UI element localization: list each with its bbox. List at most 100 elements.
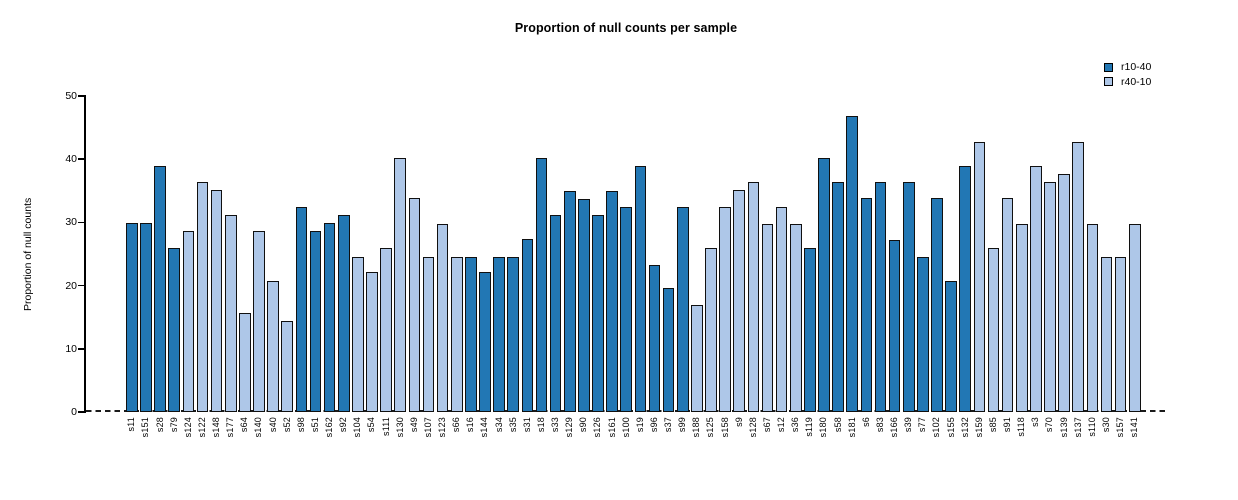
bar-s155 [945, 280, 957, 412]
x-label-cell: s64 [239, 417, 251, 477]
x-label-cell: s111 [380, 417, 392, 477]
x-label-cell: s128 [748, 417, 760, 477]
x-tick-label: s161 [606, 417, 617, 438]
bar-s110 [1086, 223, 1099, 412]
x-label-cell: s104 [352, 417, 364, 477]
bar-s37 [662, 288, 675, 412]
x-label-cell: s151 [140, 417, 152, 477]
legend-item-r10-40: r10-40 [1104, 62, 1151, 73]
bar-s36 [789, 223, 802, 412]
x-label-cell: s162 [324, 417, 336, 477]
y-tick-mark [78, 221, 84, 224]
bar-s161 [606, 191, 618, 412]
x-label-cell: s30 [1101, 417, 1113, 477]
bar-s118 [1015, 223, 1028, 412]
bar-s151 [140, 223, 152, 412]
bar-s124 [182, 231, 195, 412]
x-label-cell: s6 [861, 417, 873, 477]
x-label-cell: s102 [931, 417, 943, 477]
bar-s11 [126, 223, 138, 412]
x-tick-label: s90 [578, 417, 589, 433]
x-tick-label: s28 [154, 417, 165, 433]
x-label-cell: s100 [620, 417, 632, 477]
x-label-cell: s110 [1087, 417, 1099, 477]
legend-swatch-dark [1104, 62, 1113, 72]
x-tick-label: s83 [874, 417, 885, 433]
x-label-cell: s125 [705, 417, 717, 477]
x-tick-label: s99 [677, 417, 688, 433]
bar-s66 [450, 256, 463, 412]
legend-label: r40-10 [1121, 75, 1152, 88]
x-tick-label: s157 [1115, 417, 1126, 438]
x-label-cell: s107 [423, 417, 435, 477]
x-label-cell: s140 [253, 417, 265, 477]
x-label-cell: s96 [649, 417, 661, 477]
bar-s83 [874, 181, 887, 412]
bar-s98 [295, 206, 308, 412]
x-tick-label: s98 [295, 417, 306, 433]
x-label-cell: s40 [267, 417, 279, 477]
x-tick-label: s96 [648, 417, 659, 433]
x-tick-label: s39 [903, 417, 914, 433]
x-tick-label: s9 [733, 417, 744, 427]
x-tick-label: s159 [973, 417, 984, 438]
bar-s139 [1058, 173, 1070, 412]
y-tick-label: 0 [71, 406, 77, 418]
y-tick-mark [78, 158, 84, 160]
x-tick-label: s141 [1129, 417, 1140, 438]
bar-s100 [620, 206, 632, 412]
x-tick-label: s30 [1100, 417, 1111, 433]
x-tick-label: s6 [860, 417, 871, 427]
y-axis-title: Proportion of null counts [22, 197, 34, 312]
legend-item-r40-10: r40-10 [1104, 75, 1152, 88]
x-label-cell: s3 [1030, 417, 1042, 477]
x-label-cell: s83 [875, 417, 887, 477]
bar-s102 [931, 198, 943, 412]
bar-s67 [761, 223, 774, 412]
x-tick-label: s33 [550, 417, 561, 433]
x-tick-label: s122 [196, 417, 207, 438]
bar-s159 [973, 141, 986, 412]
x-label-cell: s85 [988, 417, 1000, 477]
bar-s123 [436, 223, 449, 412]
y-tick-mark [78, 411, 84, 413]
x-tick-label: s111 [380, 417, 391, 436]
x-tick-label: s66 [451, 417, 462, 433]
bar-s122 [196, 181, 209, 412]
x-tick-label: s11 [126, 417, 137, 432]
x-label-cell: s51 [310, 417, 322, 477]
x-tick-label: s34 [493, 417, 504, 433]
x-tick-label: s151 [140, 417, 151, 438]
x-label-cell: s35 [507, 417, 519, 477]
x-tick-label: s91 [1002, 417, 1013, 433]
x-tick-label: s107 [422, 417, 433, 438]
x-label-cell: s39 [903, 417, 915, 477]
bar-s91 [1001, 198, 1014, 412]
x-tick-label: s180 [818, 417, 829, 438]
bar-s99 [676, 207, 689, 412]
bar-s34 [493, 256, 505, 412]
x-label-cell: s67 [762, 417, 774, 477]
bars-layer [126, 96, 1141, 412]
x-tick-label: s31 [521, 417, 532, 433]
x-label-cell: s159 [974, 417, 986, 477]
x-tick-label: s36 [790, 417, 801, 433]
x-tick-label: s123 [437, 417, 448, 438]
x-tick-label: s137 [1072, 417, 1083, 438]
x-tick-label: s58 [832, 417, 843, 433]
x-label-cell: s141 [1129, 417, 1141, 477]
bar-s166 [888, 240, 901, 412]
bar-s90 [578, 199, 590, 412]
bar-s35 [507, 256, 519, 412]
bar-s188 [691, 305, 703, 412]
x-label-cell: s137 [1072, 417, 1084, 477]
x-label-cell: s28 [154, 417, 166, 477]
x-label-cell: s70 [1044, 417, 1056, 477]
x-label-cell: s132 [959, 417, 971, 477]
bar-s132 [959, 165, 971, 412]
y-axis-line [84, 95, 86, 413]
x-label-cell: s122 [197, 417, 209, 477]
x-label-cell: s177 [225, 417, 237, 477]
x-tick-label: s37 [663, 417, 674, 433]
x-label-cell: s144 [479, 417, 491, 477]
